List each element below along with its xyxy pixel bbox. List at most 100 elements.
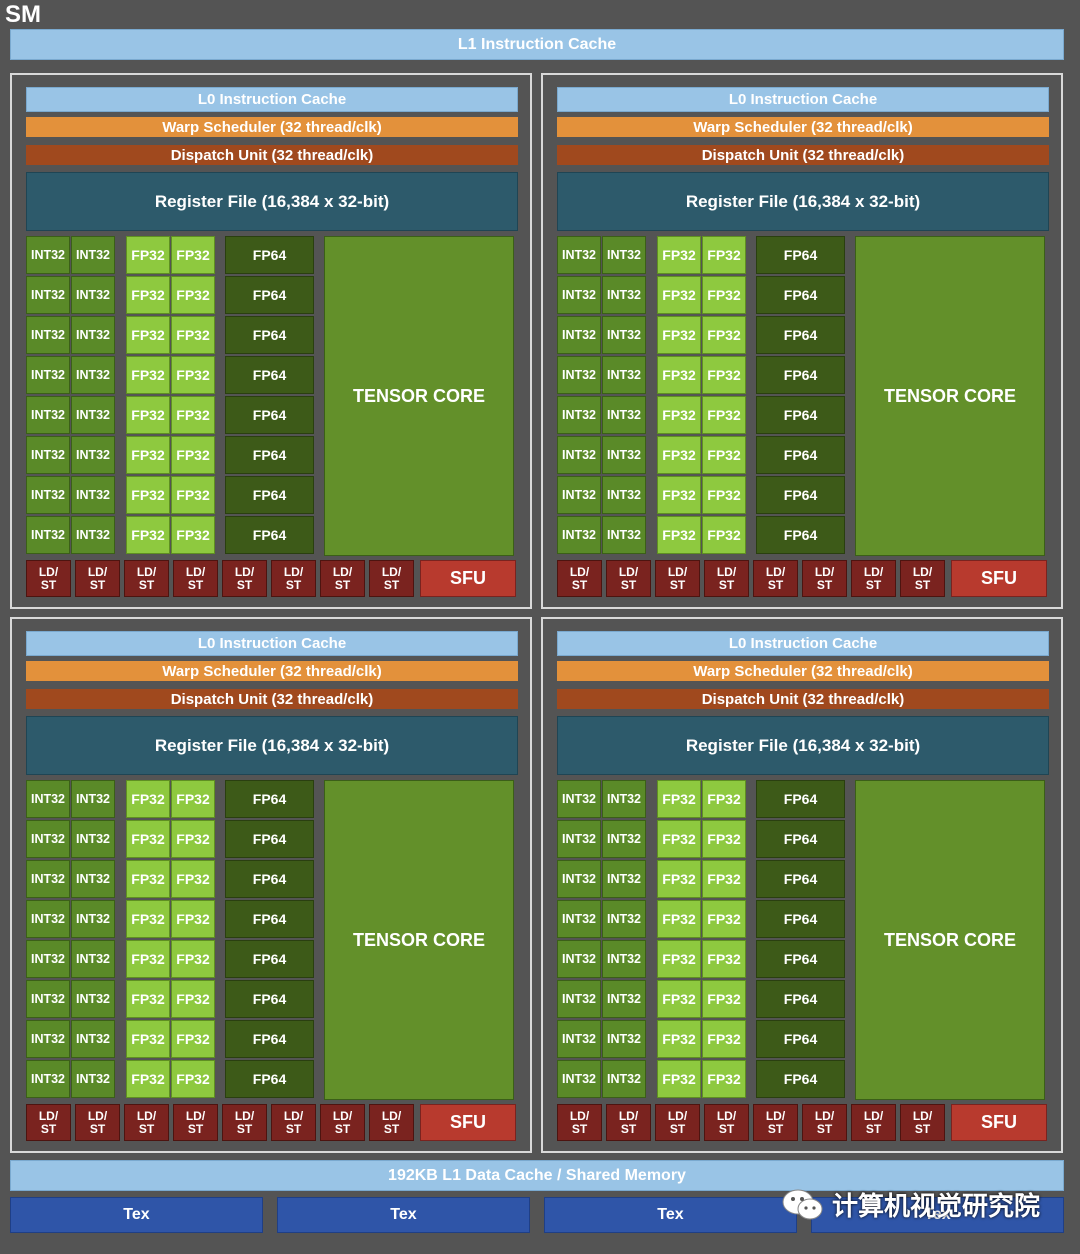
fp32-core: FP32 xyxy=(702,356,746,394)
ld-st-unit: LD/ST xyxy=(75,560,120,597)
int32-core: INT32 xyxy=(557,356,601,394)
int32-core: INT32 xyxy=(71,900,115,938)
fp32-core: FP32 xyxy=(171,276,215,314)
ld-st-line2: ST xyxy=(187,1121,204,1136)
int32-core: INT32 xyxy=(26,476,70,514)
ld-st-unit: LD/ST xyxy=(124,1104,169,1141)
int32-core: INT32 xyxy=(602,940,646,978)
ld-st-line1: LD/ xyxy=(87,564,108,579)
fp64-core: FP64 xyxy=(756,1020,845,1058)
int32-core: INT32 xyxy=(602,1060,646,1098)
fp32-core: FP32 xyxy=(126,476,170,514)
fp32-core: FP32 xyxy=(702,516,746,554)
fp64-core: FP64 xyxy=(225,396,314,434)
int32-core: INT32 xyxy=(557,436,601,474)
fp32-core: FP32 xyxy=(657,940,701,978)
fp32-core: FP32 xyxy=(126,276,170,314)
fp32-core: FP32 xyxy=(702,980,746,1018)
int32-core: INT32 xyxy=(26,316,70,354)
register-file: Register File (16,384 x 32-bit) xyxy=(26,172,518,231)
ld-st-unit: LD/ST xyxy=(271,1104,316,1141)
int32-core: INT32 xyxy=(602,236,646,274)
ld-st-line1: LD/ xyxy=(618,564,639,579)
int32-core: INT32 xyxy=(71,980,115,1018)
ld-st-line1: LD/ xyxy=(912,1108,933,1123)
fp64-core: FP64 xyxy=(225,940,314,978)
ld-st-line1: LD/ xyxy=(863,564,884,579)
ld-st-line2: ST xyxy=(236,1121,253,1136)
fp32-core: FP32 xyxy=(126,516,170,554)
ld-st-unit: LD/ST xyxy=(606,560,651,597)
ld-st-line2: ST xyxy=(571,577,588,592)
int32-core: INT32 xyxy=(602,1020,646,1058)
ld-st-line1: LD/ xyxy=(618,1108,639,1123)
fp32-core: FP32 xyxy=(171,396,215,434)
fp32-core: FP32 xyxy=(657,236,701,274)
ld-st-unit: LD/ST xyxy=(320,560,365,597)
ld-st-line2: ST xyxy=(718,577,735,592)
int32-core: INT32 xyxy=(602,820,646,858)
ld-st-line2: ST xyxy=(914,577,931,592)
int32-core: INT32 xyxy=(602,476,646,514)
int32-core: INT32 xyxy=(557,860,601,898)
ld-st-line1: LD/ xyxy=(765,1108,786,1123)
ld-st-line2: ST xyxy=(138,577,155,592)
fp32-core: FP32 xyxy=(126,820,170,858)
fp64-core: FP64 xyxy=(756,396,845,434)
int32-core: INT32 xyxy=(557,820,601,858)
int32-core: INT32 xyxy=(26,356,70,394)
int32-core: INT32 xyxy=(557,396,601,434)
int32-core: INT32 xyxy=(26,860,70,898)
dispatch-unit: Dispatch Unit (32 thread/clk) xyxy=(26,689,518,709)
ld-st-line1: LD/ xyxy=(87,1108,108,1123)
fp64-core: FP64 xyxy=(756,236,845,274)
dispatch-unit: Dispatch Unit (32 thread/clk) xyxy=(557,145,1049,165)
int32-core: INT32 xyxy=(71,436,115,474)
ld-st-line2: ST xyxy=(571,1121,588,1136)
partition-3: L0 Instruction Cache Warp Scheduler (32 t… xyxy=(10,617,532,1153)
int32-core: INT32 xyxy=(602,900,646,938)
warp-scheduler: Warp Scheduler (32 thread/clk) xyxy=(557,117,1049,137)
ld-st-line1: LD/ xyxy=(38,564,59,579)
int32-core: INT32 xyxy=(602,780,646,818)
int32-core: INT32 xyxy=(26,276,70,314)
ld-st-unit: LD/ST xyxy=(753,1104,798,1141)
ld-st-line1: LD/ xyxy=(716,1108,737,1123)
int32-core: INT32 xyxy=(602,860,646,898)
fp64-core: FP64 xyxy=(225,236,314,274)
int32-core: INT32 xyxy=(557,980,601,1018)
int32-core: INT32 xyxy=(557,1020,601,1058)
ld-st-line1: LD/ xyxy=(234,564,255,579)
ld-st-line1: LD/ xyxy=(283,1108,304,1123)
int32-core: INT32 xyxy=(557,236,601,274)
int32-core: INT32 xyxy=(26,1020,70,1058)
ld-st-line1: LD/ xyxy=(185,1108,206,1123)
fp64-core: FP64 xyxy=(225,820,314,858)
fp32-core: FP32 xyxy=(702,396,746,434)
sfu-unit: SFU xyxy=(951,1104,1047,1141)
l0-instruction-cache: L0 Instruction Cache xyxy=(26,87,518,112)
ld-st-line2: ST xyxy=(40,1121,57,1136)
int32-core: INT32 xyxy=(71,820,115,858)
register-file: Register File (16,384 x 32-bit) xyxy=(557,172,1049,231)
int32-core: INT32 xyxy=(71,940,115,978)
int32-core: INT32 xyxy=(26,780,70,818)
fp32-core: FP32 xyxy=(126,980,170,1018)
ld-st-line2: ST xyxy=(383,577,400,592)
fp64-core: FP64 xyxy=(225,316,314,354)
fp32-core: FP32 xyxy=(171,436,215,474)
ld-st-unit: LD/ST xyxy=(124,560,169,597)
tensor-core: TENSOR CORE xyxy=(324,236,514,556)
fp64-core: FP64 xyxy=(756,436,845,474)
fp32-core: FP32 xyxy=(702,900,746,938)
int32-core: INT32 xyxy=(26,516,70,554)
fp32-core: FP32 xyxy=(126,780,170,818)
ld-st-unit: LD/ST xyxy=(271,560,316,597)
fp32-core: FP32 xyxy=(702,820,746,858)
fp32-core: FP32 xyxy=(171,820,215,858)
watermark-text: 计算机视觉研究院 xyxy=(832,1191,1041,1221)
fp32-core: FP32 xyxy=(657,276,701,314)
int32-core: INT32 xyxy=(26,940,70,978)
ld-st-unit: LD/ST xyxy=(222,560,267,597)
int32-core: INT32 xyxy=(26,980,70,1018)
